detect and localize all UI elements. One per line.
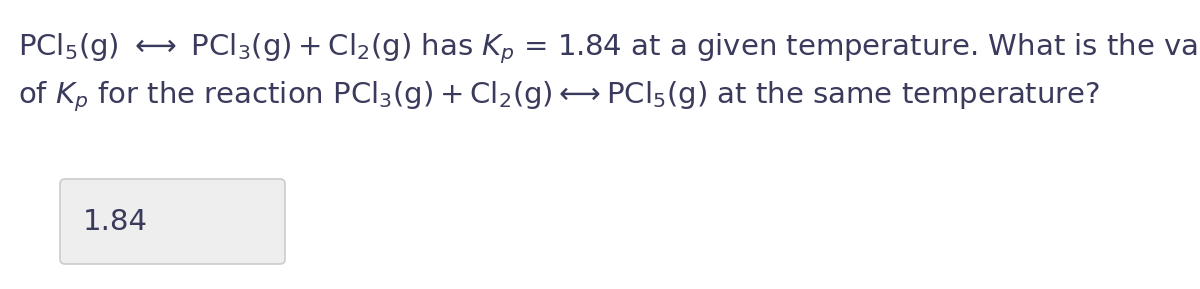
FancyBboxPatch shape (60, 179, 286, 264)
Text: of $\mathit{K}_\mathit{p}$ for the reaction $\mathsf{PCl_3(g) + Cl_2(g)}$$\longl: of $\mathit{K}_\mathit{p}$ for the react… (18, 79, 1100, 114)
Text: 1.84: 1.84 (83, 208, 148, 236)
Text: $\mathsf{PCl_5(g)}$ $\longleftrightarrow$ $\mathsf{PCl_3(g) + Cl_2(g)}$ has $\ma: $\mathsf{PCl_5(g)}$ $\longleftrightarrow… (18, 31, 1200, 66)
